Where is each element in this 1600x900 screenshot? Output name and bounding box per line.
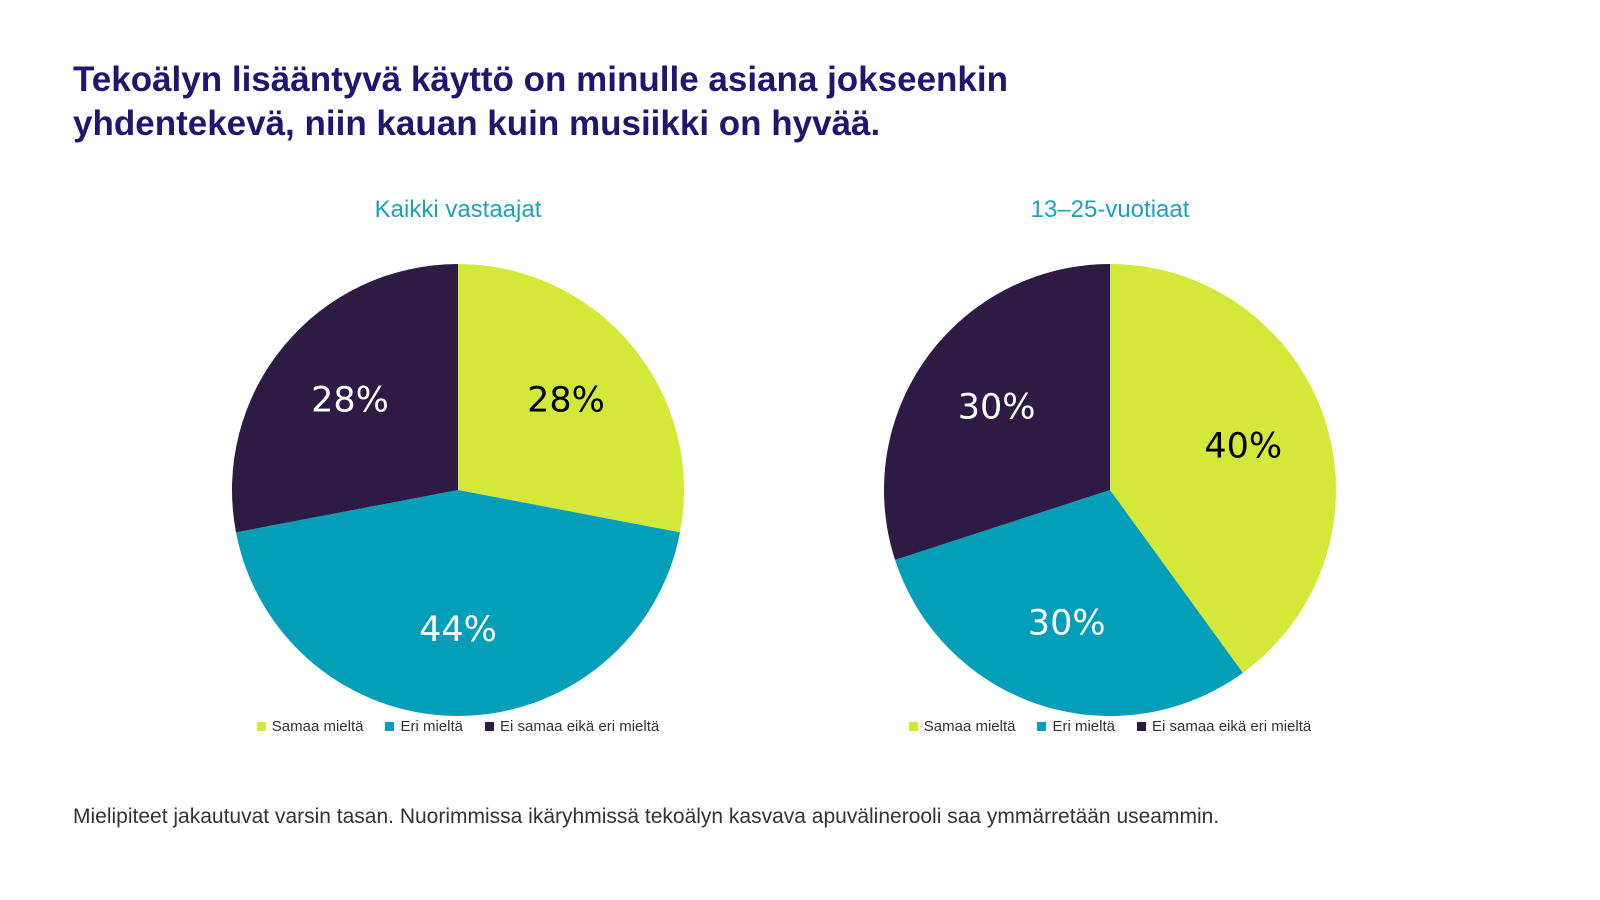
pie-slice-neutral xyxy=(232,264,458,533)
legend-swatch-neutral xyxy=(485,722,494,731)
legend-swatch-agree xyxy=(256,722,266,731)
legend-item-disagree: Eri mieltä xyxy=(1037,718,1115,735)
pie-slice-agree xyxy=(1110,264,1336,673)
slice-value-label: 28% xyxy=(527,381,605,421)
page-title-line-2: yhdentekevä, niin kauan kuin musiikki on… xyxy=(73,104,881,143)
legend-item-neutral: Ei samaa eikä eri mieltä xyxy=(485,718,659,735)
legend-label: Ei samaa eikä eri mieltä xyxy=(500,718,660,735)
slice-value-label: 30% xyxy=(1028,603,1106,643)
pie-slice-disagree xyxy=(236,490,680,716)
pie-slice-neutral xyxy=(884,264,1110,560)
page-title: Tekoälyn lisääntyvä käyttö on minulle as… xyxy=(73,58,1173,146)
legend-item-disagree: Eri mieltä xyxy=(385,718,463,735)
legend: Samaa mieltä Eri mieltä Ei samaa eikä er… xyxy=(780,718,1440,735)
legend-label: Samaa mieltä xyxy=(271,718,364,735)
slice-value-label: 40% xyxy=(1204,427,1282,467)
pie-slice-disagree xyxy=(895,490,1243,716)
pie-svg: 28% 44% 28% xyxy=(232,264,684,716)
slice-value-label: 44% xyxy=(419,610,497,650)
legend-item-neutral: Ei samaa eikä eri mieltä xyxy=(1137,718,1311,735)
legend-swatch-agree xyxy=(908,722,918,731)
legend-swatch-disagree xyxy=(1037,722,1047,731)
slice-value-label: 28% xyxy=(311,381,389,421)
legend-swatch-disagree xyxy=(385,722,395,731)
slice-value-label: 30% xyxy=(958,388,1036,428)
legend-item-agree: Samaa mieltä xyxy=(256,718,364,735)
pie-slice-agree xyxy=(458,264,684,533)
pie-chart-all-respondents: Kaikki vastaajat 28% 44% 28% Samaa mieltä … xyxy=(128,190,788,770)
footnote: Mielipiteet jakautuvat varsin tasan. Nuo… xyxy=(73,805,1220,828)
legend-label: Eri mieltä xyxy=(400,718,463,735)
chart-title: Kaikki vastaajat xyxy=(374,196,542,223)
legend: Samaa mieltä Eri mieltä Ei samaa eikä er… xyxy=(128,718,788,735)
legend-label: Eri mieltä xyxy=(1052,718,1115,735)
legend-swatch-neutral xyxy=(1137,722,1146,731)
pie-chart-age-13-25: 13–25-vuotiaat 40% 30% 30% Samaa mieltä Er… xyxy=(780,190,1440,770)
chart-title: 13–25-vuotiaat xyxy=(1030,196,1190,223)
legend-item-agree: Samaa mieltä xyxy=(908,718,1016,735)
legend-label: Samaa mieltä xyxy=(923,718,1016,735)
pie-svg: 40% 30% 30% xyxy=(884,264,1336,716)
legend-label: Ei samaa eikä eri mieltä xyxy=(1152,718,1312,735)
page-title-line-1: Tekoälyn lisääntyvä käyttö on minulle as… xyxy=(73,60,1008,99)
